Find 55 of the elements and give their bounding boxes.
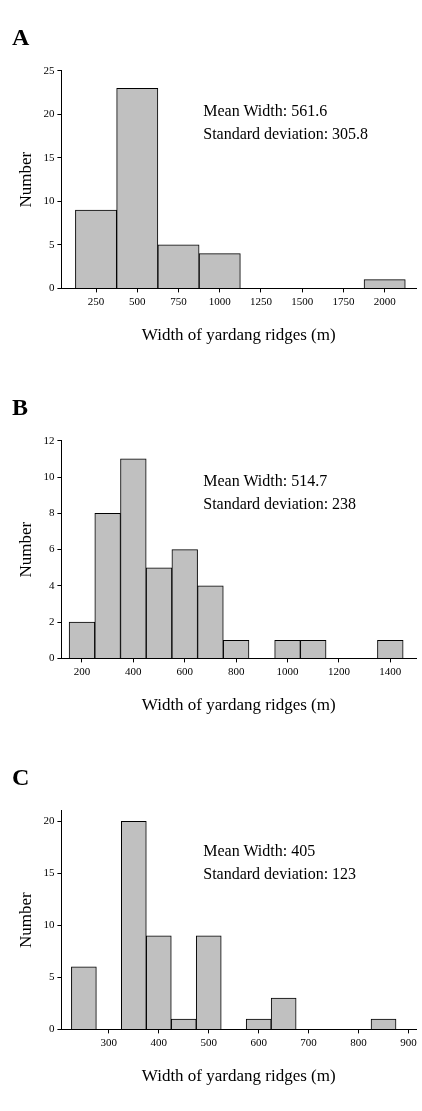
annotation: Mean Width: 514.7 (203, 471, 328, 489)
x-tick-label: 1750 (332, 294, 355, 307)
chart-title: A (12, 23, 30, 50)
y-tick-label: 15 (43, 866, 55, 879)
x-tick-label: 1000 (276, 664, 300, 677)
x-tick-label: 1250 (249, 294, 273, 307)
x-axis-title: Width of yardang ridges (m) (141, 1066, 336, 1086)
x-tick-label: 400 (125, 664, 143, 677)
y-tick-label: 4 (48, 578, 55, 591)
chart-title: C (12, 763, 30, 790)
y-tick-label: 5 (48, 970, 55, 983)
y-tick-label: 10 (43, 469, 55, 482)
x-tick-label: 700 (300, 1035, 318, 1048)
x-tick-label: 300 (100, 1035, 118, 1048)
y-tick-label: 25 (43, 63, 55, 76)
x-tick-label: 500 (200, 1035, 218, 1048)
chart-title: B (12, 393, 29, 420)
x-tick-label: 600 (250, 1035, 268, 1048)
annotation: Mean Width: 561.6 (203, 101, 328, 119)
y-tick-label: 0 (48, 281, 55, 294)
x-tick-label: 1000 (208, 294, 232, 307)
annotation: Standard deviation: 238 (203, 494, 357, 512)
x-tick-label: 800 (350, 1035, 368, 1048)
y-tick-label: 10 (43, 918, 55, 931)
y-tick-label: 10 (43, 194, 55, 207)
x-tick-label: 400 (150, 1035, 168, 1048)
y-tick-label: 12 (43, 433, 55, 446)
y-tick-label: 0 (48, 651, 55, 664)
x-tick-label: 250 (87, 294, 105, 307)
x-tick-label: 1400 (379, 664, 402, 677)
y-tick-label: 20 (43, 107, 55, 120)
y-tick-label: 15 (43, 150, 55, 163)
x-tick-label: 1500 (291, 294, 314, 307)
y-tick-label: 8 (48, 506, 55, 519)
x-tick-label: 750 (170, 294, 188, 307)
x-tick-label: 800 (227, 664, 245, 677)
y-axis-title: Number (15, 151, 35, 208)
y-tick-label: 5 (48, 237, 55, 250)
x-tick-label: 2000 (373, 294, 397, 307)
x-axis-title: Width of yardang ridges (m) (141, 325, 336, 345)
x-tick-label: 1200 (327, 664, 351, 677)
annotation: Standard deviation: 305.8 (203, 124, 369, 142)
y-tick-label: 20 (43, 814, 55, 827)
x-tick-label: 900 (400, 1035, 418, 1048)
annotation: Mean Width: 405 (203, 841, 316, 859)
y-axis-title: Number (15, 891, 35, 948)
y-tick-label: 0 (48, 1022, 55, 1035)
x-tick-label: 600 (176, 664, 194, 677)
x-tick-label: 200 (73, 664, 91, 677)
y-tick-label: 6 (48, 542, 55, 555)
annotation: Standard deviation: 123 (203, 864, 357, 882)
y-axis-title: Number (15, 521, 35, 578)
x-axis-title: Width of yardang ridges (m) (141, 695, 336, 715)
x-tick-label: 500 (129, 294, 147, 307)
y-tick-label: 2 (48, 615, 55, 628)
